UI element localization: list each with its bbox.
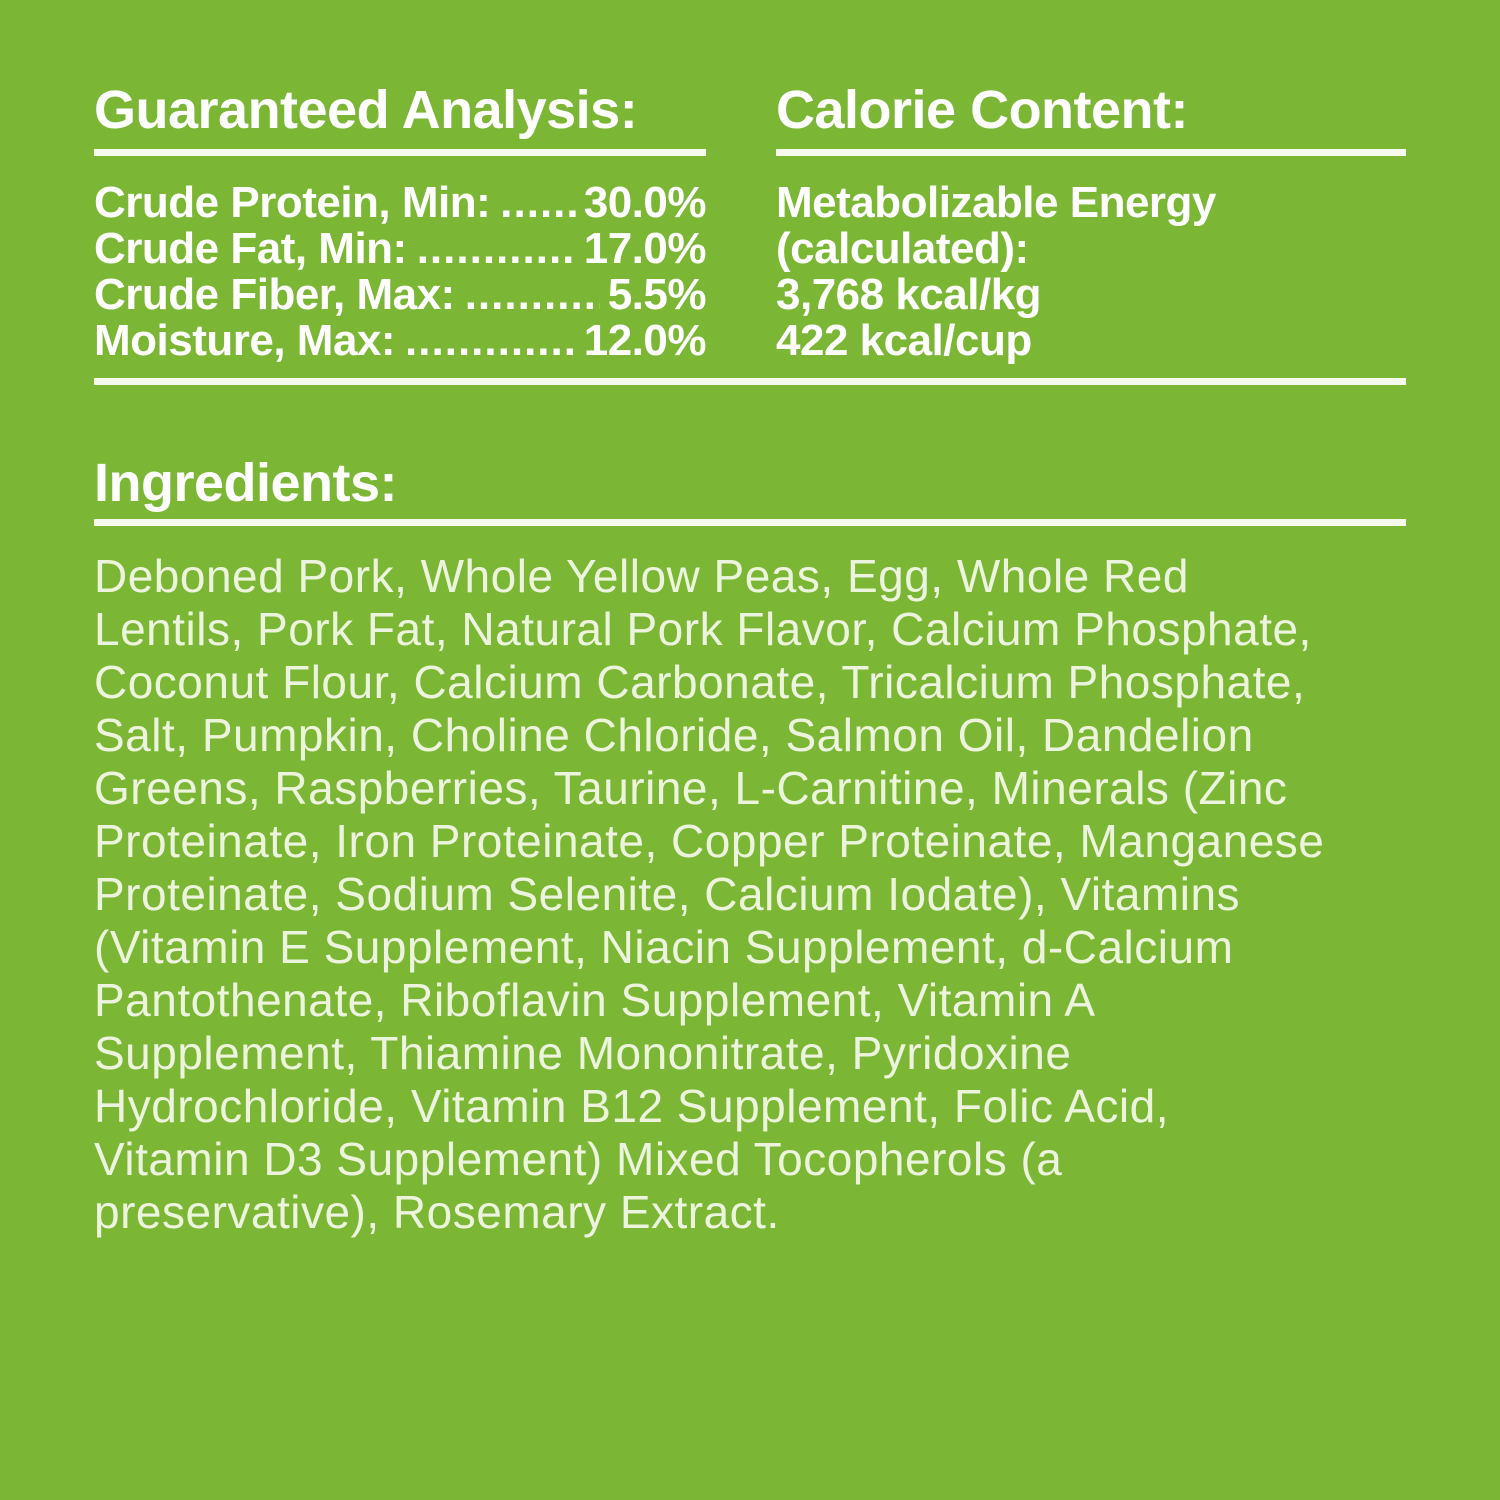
ingredients-title: Ingredients: xyxy=(94,453,398,513)
guaranteed-analysis-column: Guaranteed Analysis: Crude Protein, Min:… xyxy=(94,80,707,365)
divider xyxy=(94,519,1406,526)
calorie-content-title: Calorie Content: xyxy=(776,80,1189,140)
analysis-row-value: 30.0% xyxy=(583,178,707,227)
guaranteed-analysis-rows: Crude Protein, Min: ....................… xyxy=(94,178,707,365)
analysis-row-value: 5.5% xyxy=(607,270,707,319)
analysis-row-dot-leader: ........................ xyxy=(416,226,576,272)
divider xyxy=(776,149,1406,156)
analysis-row-label: Crude Fat, Min: xyxy=(94,224,407,273)
analysis-row-dot-leader: ........................ xyxy=(500,180,576,226)
analysis-row-label: Crude Protein, Min: xyxy=(94,178,491,227)
guaranteed-analysis-title: Guaranteed Analysis: xyxy=(94,80,638,140)
calorie-content-column: Calorie Content: Metabolizable Energy (c… xyxy=(776,82,1406,364)
analysis-row: Crude Fiber, Max: ......................… xyxy=(94,270,707,319)
analysis-row-dot-leader: ........................ xyxy=(405,318,576,364)
divider xyxy=(94,149,706,156)
analysis-row-label: Crude Fiber, Max: xyxy=(94,270,455,319)
analysis-row-label: Moisture, Max: xyxy=(94,316,396,365)
ingredients-text: Deboned Pork, Whole Yellow Peas, Egg, Wh… xyxy=(94,550,1325,1238)
analysis-calorie-section: Guaranteed Analysis: Crude Protein, Min:… xyxy=(94,82,1407,364)
analysis-row-dot-leader: ........................ xyxy=(464,272,600,318)
analysis-row-value: 12.0% xyxy=(583,316,707,365)
analysis-row-value: 17.0% xyxy=(583,224,707,273)
divider xyxy=(94,378,1406,385)
analysis-row: Crude Protein, Min: ....................… xyxy=(94,178,707,227)
analysis-row: Crude Fat, Min: ........................… xyxy=(94,224,707,273)
label-content: Guaranteed Analysis: Crude Protein, Min:… xyxy=(94,82,1407,1238)
calorie-content-text: Metabolizable Energy (calculated): 3,768… xyxy=(776,178,1216,365)
analysis-row: Moisture, Max: ........................ … xyxy=(94,316,707,365)
